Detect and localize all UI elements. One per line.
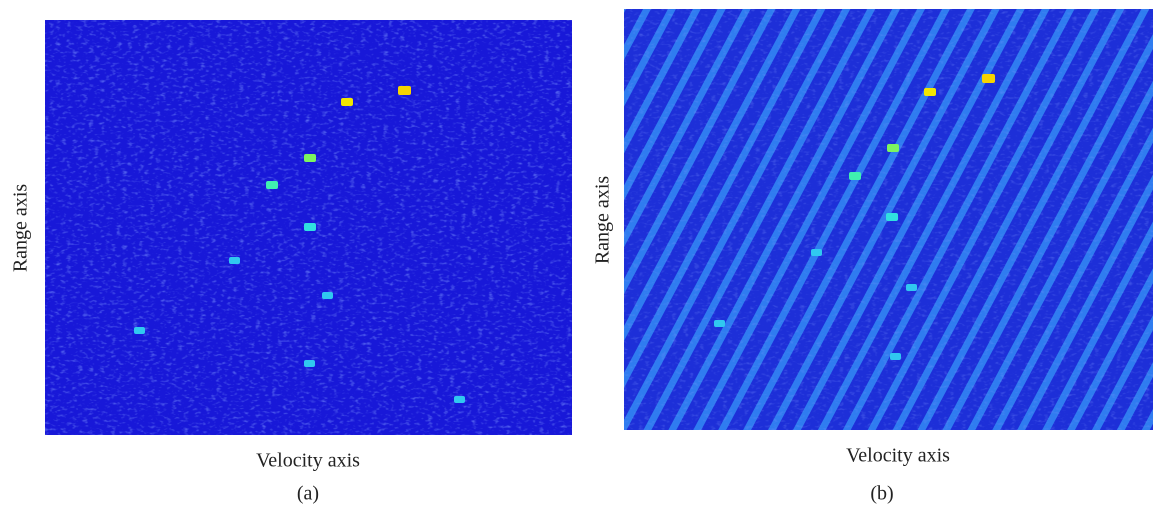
- target: [454, 396, 465, 403]
- target: [924, 88, 936, 96]
- x-axis-label: Velocity axis: [256, 450, 360, 472]
- caption: (b): [870, 483, 893, 505]
- target: [304, 360, 315, 367]
- target: [322, 292, 333, 299]
- y-axis-label: Range axis: [10, 184, 32, 273]
- caption: (a): [297, 483, 319, 505]
- target: [887, 144, 899, 152]
- target: [134, 327, 145, 334]
- y-axis-label: Range axis: [592, 176, 614, 265]
- target: [714, 320, 725, 327]
- target: [304, 154, 316, 162]
- target: [341, 98, 353, 106]
- target: [304, 223, 316, 231]
- target: [890, 353, 901, 360]
- figure: Range axis Velocity axis (a) Range axis …: [0, 0, 1153, 509]
- target: [266, 181, 278, 189]
- page: {"panels": [ {"ylabel": "Range axis", "x…: [0, 0, 1153, 509]
- target: [849, 172, 861, 180]
- target: [982, 74, 995, 83]
- target: [229, 257, 240, 264]
- target: [811, 249, 822, 256]
- target: [886, 213, 898, 221]
- target: [398, 86, 411, 95]
- x-axis-label: Velocity axis: [846, 445, 950, 467]
- target: [906, 284, 917, 291]
